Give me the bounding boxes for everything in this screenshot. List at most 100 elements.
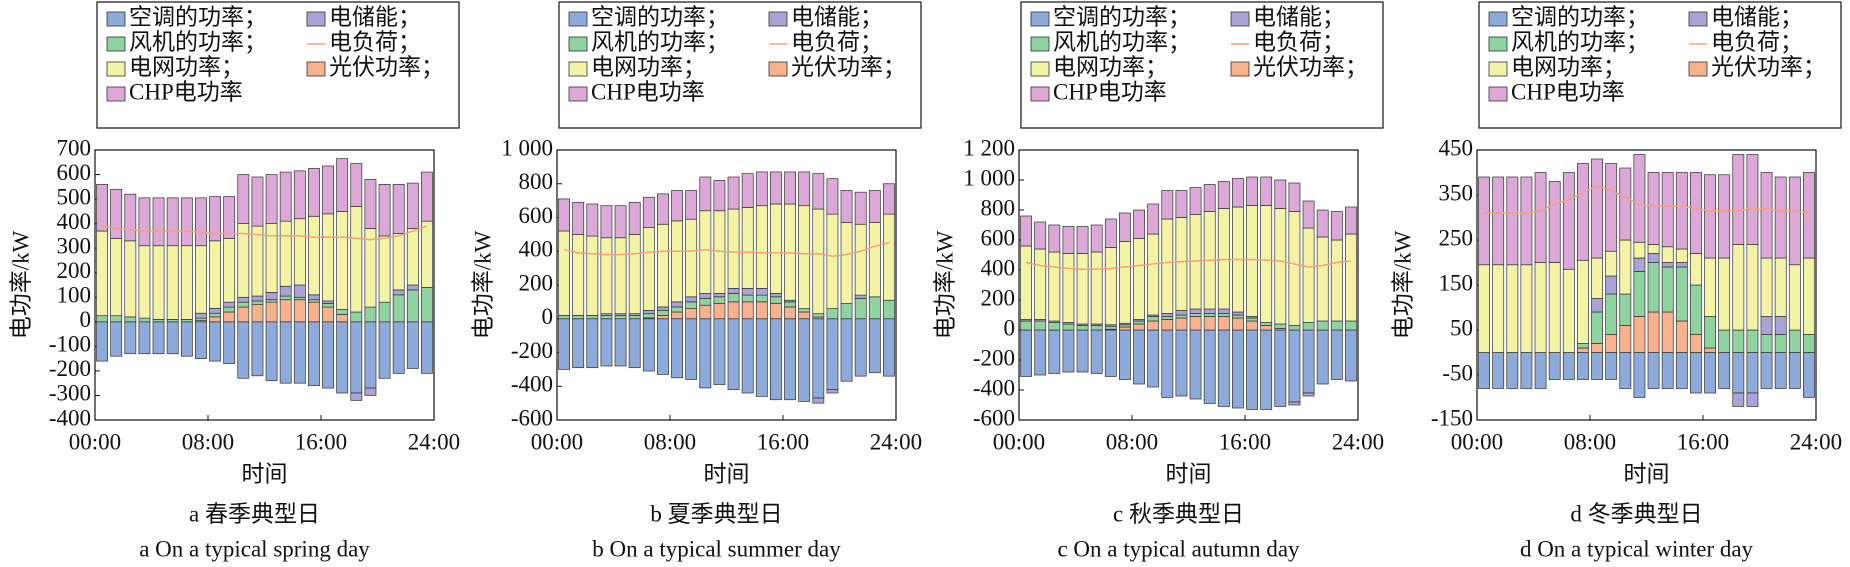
y-tick-label: -400 <box>511 372 553 397</box>
bar-segment <box>812 208 825 315</box>
bar-segment <box>1104 247 1117 326</box>
bar-segment <box>1619 352 1632 389</box>
bar-segment <box>1675 266 1688 322</box>
bar-segment <box>421 171 433 222</box>
bar-segment <box>406 228 419 286</box>
bar-segment <box>279 285 292 297</box>
bar-segment <box>1619 325 1632 353</box>
bar-segment <box>1803 172 1815 259</box>
bar-segment <box>138 321 151 355</box>
bar-segment <box>1302 227 1315 323</box>
bar-segment <box>1803 257 1815 335</box>
bar-segment <box>812 313 825 318</box>
bar-segment <box>308 294 320 301</box>
bar-segment <box>180 321 193 357</box>
bar-segment <box>1492 352 1505 389</box>
bar-segment <box>770 171 782 205</box>
bar-segment <box>614 318 627 367</box>
y-tick-label: 200 <box>519 270 554 295</box>
bar-segment <box>293 321 306 384</box>
bar-segment <box>166 321 179 355</box>
bar-segment <box>308 215 320 296</box>
y-tick-label: 400 <box>981 255 1016 280</box>
x-tick-label: 16:00 <box>1677 429 1729 454</box>
bar-segment <box>1760 352 1773 389</box>
bar-segment <box>713 293 726 298</box>
bar-segment <box>741 318 754 394</box>
bar-segment <box>1345 233 1357 322</box>
bar-segment <box>1506 264 1519 353</box>
bar-segment <box>770 293 782 298</box>
bar-segment <box>364 321 377 389</box>
bar-segment <box>392 321 405 374</box>
bar-segment <box>1260 325 1273 331</box>
y-axis-label: 电功率/kW <box>470 230 495 339</box>
bar-segment <box>1534 262 1547 353</box>
x-tick-label: 24:00 <box>1332 429 1384 454</box>
bar-segment <box>1520 264 1533 353</box>
bar-segment <box>1020 215 1032 247</box>
x-tick-label: 24:00 <box>1790 429 1842 454</box>
bar-segment <box>713 180 726 212</box>
bar-segment <box>826 318 839 390</box>
bar-segment <box>713 318 726 385</box>
bar-segment <box>1732 392 1745 407</box>
y-tick-label: 0 <box>1004 315 1016 340</box>
bar-segment <box>1316 209 1329 238</box>
bar-segment <box>1718 329 1731 353</box>
bar-segment <box>671 190 683 222</box>
bar-segment <box>1506 176 1519 266</box>
bar-segment <box>223 301 236 308</box>
bar-segment <box>364 387 377 396</box>
bar-segment <box>1175 217 1188 311</box>
bar-segment <box>336 158 349 212</box>
bar-segment <box>1274 179 1287 209</box>
bar-segment <box>1076 253 1089 325</box>
bar-segment <box>1548 352 1561 380</box>
bar-segment <box>628 234 641 315</box>
y-tick-label: 1 200 <box>963 135 1015 160</box>
bar-segment <box>96 321 108 362</box>
legend-label: CHP电功率 <box>1053 79 1167 104</box>
bar-segment <box>1760 334 1773 353</box>
bar-segment <box>1034 329 1047 376</box>
y-tick-label: 0 <box>80 307 92 332</box>
bar-segment <box>152 197 165 247</box>
bar-segment <box>1090 325 1103 331</box>
legend-label: 空调的功率； <box>1511 4 1649 29</box>
legend-swatch <box>568 36 588 52</box>
bar-segment <box>1133 320 1145 325</box>
bar-segment <box>223 306 236 313</box>
bar-segment <box>798 171 811 207</box>
y-tick-label: 700 <box>57 135 92 160</box>
y-tick-label: 450 <box>1439 135 1474 160</box>
load-line <box>563 242 890 258</box>
bar-segment <box>1577 343 1589 349</box>
bar-segment <box>1020 320 1032 331</box>
bar-segment <box>223 196 236 239</box>
bar-segment <box>223 238 236 303</box>
bar-segment <box>614 315 627 320</box>
bar-segment <box>1704 257 1716 317</box>
y-tick-label: 600 <box>57 160 92 185</box>
bar-segment <box>770 203 782 294</box>
bar-segment <box>279 220 292 287</box>
bar-segment <box>195 317 207 321</box>
bar-segment <box>1189 329 1202 400</box>
bar-segment <box>642 227 655 311</box>
bar-segment <box>1246 205 1258 317</box>
bar-segment <box>826 389 839 394</box>
legend-swatch <box>1030 11 1050 27</box>
y-tick-label: 350 <box>1439 180 1474 205</box>
y-tick-label: 800 <box>519 169 554 194</box>
legend-label: 电负荷； <box>1253 29 1345 54</box>
bar-segment <box>600 318 613 367</box>
bar-segment <box>421 287 433 323</box>
bar-segment <box>812 318 825 399</box>
bar-segment <box>350 206 363 313</box>
y-tick-label: -300 <box>49 381 91 406</box>
bar-segment <box>1788 329 1801 353</box>
bar-segment <box>1661 311 1674 353</box>
bar-segment <box>1316 320 1329 331</box>
y-tick-label: 600 <box>519 203 554 228</box>
